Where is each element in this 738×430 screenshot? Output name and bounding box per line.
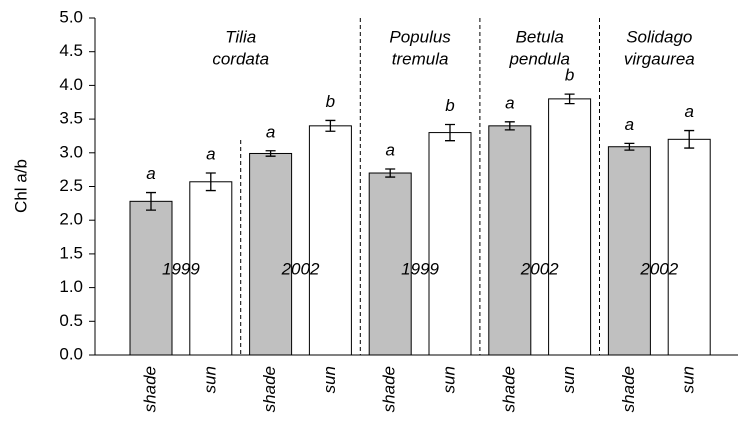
- x-tick-label: sun: [679, 366, 698, 393]
- letter-label: a: [146, 164, 155, 183]
- y-tick-label: 4.0: [59, 75, 83, 94]
- x-tick-label: sun: [320, 366, 339, 393]
- bar: [129, 200, 173, 356]
- group-label: Solidago: [626, 27, 692, 46]
- error-bar: [205, 172, 216, 192]
- error-bar: [325, 119, 336, 132]
- group-label: Tilia: [225, 27, 256, 46]
- group-label: tremula: [392, 49, 449, 68]
- bar: [428, 132, 472, 356]
- x-tick-label: shade: [140, 366, 159, 412]
- bar: [189, 181, 233, 356]
- y-tick-label: 0.5: [59, 311, 83, 330]
- group-label: virgaurea: [624, 49, 695, 68]
- y-tick-label: 1.5: [59, 243, 83, 262]
- bar: [368, 172, 412, 356]
- x-tick-label: shade: [380, 366, 399, 412]
- letter-label: a: [505, 93, 514, 112]
- y-tick-label: 2.0: [59, 210, 83, 229]
- letter-label: a: [385, 140, 394, 159]
- y-tick-label: 1.0: [59, 277, 83, 296]
- y-tick-label: 4.5: [59, 41, 83, 60]
- letter-label: a: [266, 122, 275, 141]
- year-label: 1999: [162, 259, 200, 278]
- error-bar: [146, 191, 156, 211]
- x-tick-label: sun: [559, 366, 578, 393]
- x-tick-label: sun: [200, 366, 219, 393]
- year-label: 2002: [639, 259, 678, 278]
- bar: [607, 146, 651, 356]
- x-tick-label: shade: [260, 366, 279, 412]
- year-label: 2002: [520, 259, 559, 278]
- letter-label: a: [625, 115, 634, 134]
- error-bar: [624, 142, 635, 151]
- letter-label: b: [445, 96, 454, 115]
- error-bar: [265, 150, 276, 157]
- letter-label: b: [565, 66, 574, 85]
- bar: [548, 98, 592, 356]
- x-tick-label: shade: [499, 366, 518, 412]
- group-label: cordata: [212, 49, 269, 68]
- x-tick-label: shade: [619, 366, 638, 412]
- letter-label: a: [206, 145, 215, 164]
- year-label: 2002: [281, 259, 320, 278]
- bar: [249, 152, 293, 356]
- error-bar: [684, 129, 695, 149]
- error-bar: [445, 123, 455, 142]
- error-bar: [385, 168, 396, 178]
- group-label: pendula: [508, 49, 570, 68]
- bar: [667, 138, 711, 356]
- group-label: Populus: [389, 27, 451, 46]
- y-axis-label: Chl a/b: [11, 159, 30, 213]
- group-label: Betula: [516, 27, 564, 46]
- y-tick-label: 3.0: [59, 142, 83, 161]
- y-tick-label: 3.5: [59, 109, 83, 128]
- error-bar: [504, 121, 515, 131]
- year-label: 1999: [401, 259, 439, 278]
- x-tick-label: sun: [439, 366, 458, 393]
- letter-label: a: [684, 102, 693, 121]
- y-tick-label: 2.5: [59, 176, 83, 195]
- letter-label: b: [326, 92, 335, 111]
- error-bar: [564, 93, 575, 105]
- y-tick-label: 5.0: [59, 7, 83, 26]
- y-tick-label: 0.0: [59, 344, 83, 363]
- bar: [488, 125, 532, 356]
- bar: [308, 125, 352, 356]
